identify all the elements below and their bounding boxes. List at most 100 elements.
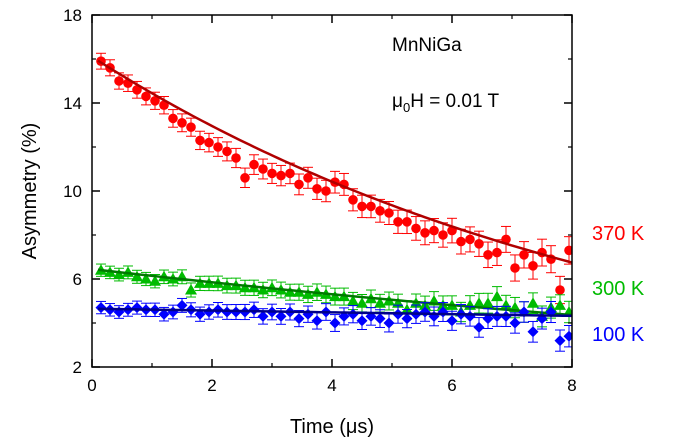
data-point bbox=[528, 261, 538, 271]
data-point bbox=[114, 76, 124, 86]
data-point bbox=[302, 308, 314, 320]
y-tick-label: 18 bbox=[63, 6, 82, 25]
data-point bbox=[285, 168, 295, 179]
data-point bbox=[276, 170, 286, 181]
data-point bbox=[402, 217, 412, 227]
x-tick-label: 6 bbox=[447, 376, 456, 395]
data-point bbox=[240, 173, 250, 183]
x-tick-label: 0 bbox=[87, 376, 96, 395]
data-point bbox=[321, 186, 331, 196]
y-tick-label: 14 bbox=[63, 94, 82, 113]
data-point bbox=[329, 290, 341, 302]
data-point bbox=[168, 113, 178, 124]
x-tick-label: 8 bbox=[567, 376, 576, 395]
data-point bbox=[366, 201, 376, 212]
data-point bbox=[464, 310, 476, 322]
data-point bbox=[204, 137, 214, 148]
data-point bbox=[194, 277, 206, 288]
data-point bbox=[231, 153, 241, 163]
data-point bbox=[483, 250, 493, 260]
data-point bbox=[131, 302, 143, 314]
data-point bbox=[527, 297, 539, 308]
data-point bbox=[177, 118, 187, 128]
data-point bbox=[141, 91, 151, 102]
data-point bbox=[347, 295, 359, 306]
data-point bbox=[113, 268, 125, 280]
data-point bbox=[311, 315, 323, 327]
data-point bbox=[374, 313, 386, 325]
sample-annotation: MnNiGa bbox=[392, 35, 462, 56]
data-point bbox=[140, 273, 152, 284]
data-point bbox=[383, 317, 395, 329]
x-tick-label: 2 bbox=[207, 376, 216, 395]
data-point bbox=[329, 317, 341, 329]
data-point bbox=[294, 179, 304, 190]
series-2 bbox=[95, 297, 572, 352]
data-point bbox=[248, 304, 260, 316]
x-axis-title: Time (μs) bbox=[290, 416, 374, 438]
data-point bbox=[456, 236, 466, 247]
data-point bbox=[167, 306, 179, 318]
fit-curve bbox=[97, 59, 572, 264]
data-point bbox=[222, 146, 232, 157]
data-point bbox=[438, 230, 448, 240]
data-point bbox=[500, 299, 512, 310]
data-point bbox=[249, 159, 259, 170]
series-layer bbox=[95, 52, 572, 352]
data-point bbox=[411, 223, 421, 234]
data-point bbox=[347, 308, 359, 320]
data-point bbox=[185, 284, 197, 295]
y-tick-label: 10 bbox=[63, 182, 82, 201]
data-point bbox=[186, 122, 196, 132]
data-point bbox=[213, 142, 223, 152]
data-point bbox=[555, 285, 565, 295]
data-point bbox=[132, 85, 142, 95]
fit-curve bbox=[97, 307, 572, 318]
y-tick-label: 2 bbox=[73, 358, 82, 377]
series-label: 300 K bbox=[592, 278, 645, 300]
x-tick-label: 4 bbox=[327, 376, 336, 395]
data-point bbox=[312, 184, 322, 194]
data-point bbox=[473, 321, 485, 333]
ticks-layer bbox=[91, 14, 573, 368]
y-axis-title: Asymmetry (%) bbox=[19, 123, 41, 260]
data-point bbox=[293, 313, 305, 325]
data-point bbox=[401, 313, 413, 325]
data-point bbox=[500, 310, 512, 322]
data-point bbox=[176, 299, 188, 311]
data-point bbox=[158, 308, 170, 320]
data-point bbox=[527, 326, 539, 338]
data-point bbox=[275, 310, 287, 322]
data-point bbox=[150, 96, 160, 106]
data-point bbox=[239, 281, 251, 293]
data-point bbox=[149, 275, 161, 286]
data-point bbox=[564, 245, 572, 256]
y-tick-label: 6 bbox=[73, 270, 82, 289]
series-0 bbox=[96, 52, 572, 305]
data-point bbox=[474, 239, 484, 249]
data-point bbox=[302, 288, 314, 299]
data-point bbox=[267, 168, 277, 179]
series-label: 370 K bbox=[592, 223, 645, 245]
data-point bbox=[131, 270, 143, 282]
data-point bbox=[357, 201, 367, 212]
series-label: 100 K bbox=[592, 324, 645, 346]
data-point bbox=[258, 164, 268, 174]
data-point bbox=[356, 297, 368, 308]
data-point bbox=[303, 173, 313, 183]
data-point bbox=[563, 330, 572, 342]
data-point bbox=[509, 317, 521, 329]
data-point bbox=[492, 247, 502, 258]
data-point bbox=[257, 284, 269, 295]
data-point bbox=[554, 299, 566, 310]
data-point bbox=[519, 250, 529, 260]
data-point bbox=[510, 263, 520, 273]
data-point bbox=[554, 335, 566, 347]
data-point bbox=[375, 206, 385, 216]
data-point bbox=[473, 297, 485, 308]
field-annotation: μ0H = 0.01 T bbox=[392, 91, 499, 115]
data-point bbox=[429, 225, 439, 236]
data-point bbox=[446, 315, 458, 327]
